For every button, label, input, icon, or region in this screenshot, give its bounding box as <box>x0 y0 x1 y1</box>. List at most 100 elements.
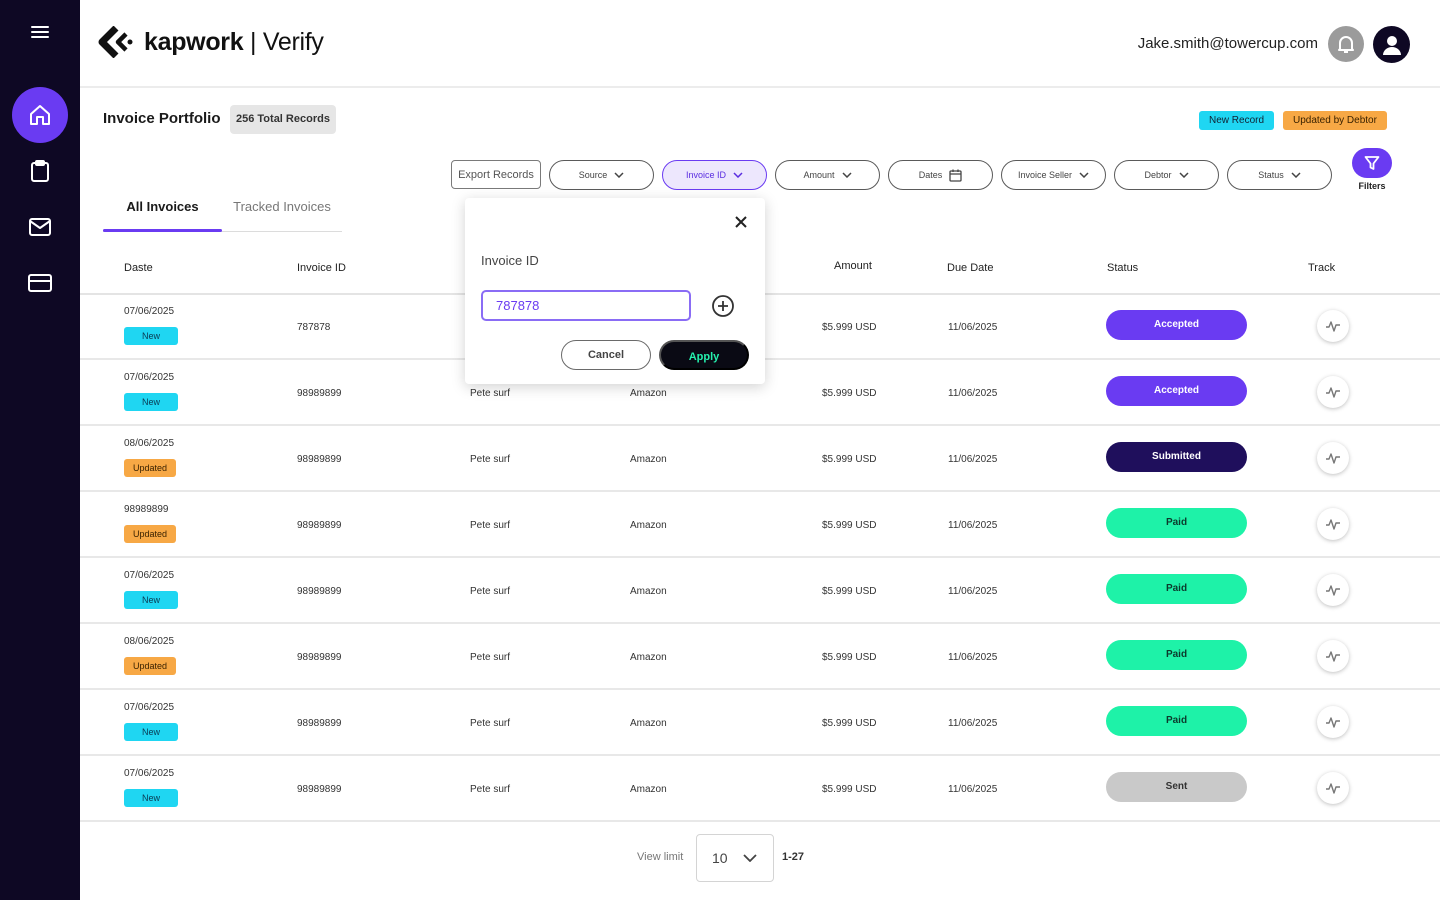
cell-invoice-id: 98989899 <box>297 652 342 663</box>
status-badge: Paid <box>1106 640 1247 670</box>
table-row[interactable]: 98989899 Updated 98989899 Pete surf Amazon $5… <box>80 492 1440 558</box>
status-badge: Accepted <box>1106 310 1247 340</box>
chevron-down-icon <box>1079 172 1089 178</box>
filter-source[interactable]: Source <box>549 160 654 190</box>
column-header-invoice-id[interactable]: Invoice ID <box>297 262 346 274</box>
activity-icon <box>1326 651 1340 662</box>
activity-icon <box>1326 717 1340 728</box>
chevron-down-icon <box>841 172 852 178</box>
cell-seller: Pete surf <box>470 388 511 399</box>
filter-label: Source <box>578 170 608 180</box>
chevron-down-icon <box>1178 172 1189 178</box>
cell-seller: Pete surf <box>470 454 511 465</box>
cell-invoice-id: 98989899 <box>297 388 342 399</box>
home-icon <box>12 87 68 143</box>
cell-due-date: 11/06/2025 <box>948 652 998 663</box>
cancel-button[interactable]: Cancel <box>561 340 651 370</box>
menu-icon[interactable] <box>0 20 80 44</box>
cell-debtor: Amazon <box>630 718 667 729</box>
sidebar-item-mail[interactable] <box>0 213 80 241</box>
track-button[interactable] <box>1317 310 1349 342</box>
tab-all-invoices[interactable]: All Invoices <box>126 199 199 214</box>
table-row[interactable]: 08/06/2025 Updated 98989899 Pete surf Amazon… <box>80 624 1440 690</box>
kapwork-logo-icon <box>98 26 133 58</box>
cell-due-date: 11/06/2025 <box>948 520 998 531</box>
chevron-down-icon <box>743 854 757 862</box>
cell-debtor: Amazon <box>630 388 667 399</box>
tab-tracked-invoices[interactable]: Tracked Invoices <box>233 199 331 214</box>
sidebar-item-clipboard[interactable] <box>0 157 80 185</box>
cell-seller: Pete surf <box>470 784 511 795</box>
filter-label: Debtor <box>1144 170 1172 180</box>
track-button[interactable] <box>1317 640 1349 672</box>
cell-seller: Pete surf <box>470 652 511 663</box>
cell-amount: $5.999 USD <box>822 652 877 663</box>
column-header-date[interactable]: Daste <box>124 262 153 274</box>
column-header-track[interactable]: Track <box>1308 262 1336 274</box>
filters-button[interactable] <box>1352 148 1392 178</box>
activity-icon <box>1326 387 1340 398</box>
cell-due-date: 11/06/2025 <box>948 322 998 333</box>
track-button[interactable] <box>1317 376 1349 408</box>
cell-invoice-id: 98989899 <box>297 718 342 729</box>
view-limit-select[interactable]: 10 <box>696 834 774 882</box>
user-avatar[interactable] <box>1373 26 1410 63</box>
funnel-icon <box>1364 156 1380 170</box>
column-header-amount[interactable]: Amount <box>834 260 872 272</box>
record-tag: New <box>124 723 178 741</box>
cell-debtor: Amazon <box>630 586 667 597</box>
close-icon[interactable] <box>733 214 749 230</box>
filter-invoice-id[interactable]: Invoice ID <box>662 160 767 190</box>
add-invoice-id-button[interactable] <box>710 293 736 319</box>
cell-date: 07/06/2025 <box>124 702 175 713</box>
filter-invoice-seller[interactable]: Invoice Seller <box>1001 160 1106 190</box>
app-logo[interactable]: kapwork | Verify <box>98 26 324 58</box>
apply-button[interactable]: Apply <box>659 340 749 370</box>
status-badge: Accepted <box>1106 376 1247 406</box>
calendar-icon <box>949 169 962 182</box>
track-button[interactable] <box>1317 706 1349 738</box>
record-tag: New <box>124 393 178 411</box>
notifications-button[interactable] <box>1328 26 1364 62</box>
cell-date: 08/06/2025 <box>124 636 175 647</box>
table-row[interactable]: 07/06/2025 New 98989899 Pete surf Amazon $5.9… <box>80 360 1440 426</box>
view-limit-value: 10 <box>712 850 728 866</box>
table-row[interactable]: 08/06/2025 Updated 98989899 Pete surf Amazon… <box>80 426 1440 492</box>
cell-amount: $5.999 USD <box>822 586 877 597</box>
cell-amount: $5.999 USD <box>822 718 877 729</box>
sidebar-item-home[interactable] <box>0 86 80 144</box>
column-header-status[interactable]: Status <box>1107 262 1139 274</box>
activity-icon <box>1326 321 1340 332</box>
top-header: kapwork | Verify Jake.smith@towercup.com <box>80 0 1440 88</box>
pagination-range: 1-27 <box>782 851 805 863</box>
invoice-id-input[interactable] <box>481 290 691 321</box>
status-badge: Paid <box>1106 574 1247 604</box>
track-button[interactable] <box>1317 574 1349 606</box>
user-email: Jake.smith@towercup.com <box>1137 35 1318 52</box>
activity-icon <box>1326 585 1340 596</box>
cell-date: 07/06/2025 <box>124 372 175 383</box>
track-button[interactable] <box>1317 508 1349 540</box>
table-row[interactable]: 07/06/2025 New 98989899 Pete surf Amazon $5.9… <box>80 756 1440 822</box>
activity-icon <box>1326 453 1340 464</box>
filter-status[interactable]: Status <box>1227 160 1332 190</box>
cell-amount: $5.999 USD <box>822 322 877 333</box>
cell-date: 07/06/2025 <box>124 768 175 779</box>
table-row[interactable]: 07/06/2025 New 98989899 Pete surf Amazon $5.9… <box>80 690 1440 756</box>
view-limit-label: View limit <box>637 851 684 863</box>
column-header-due-date[interactable]: Due Date <box>947 262 994 274</box>
table-row[interactable]: 07/06/2025 New 98989899 Pete surf Amazon $5.9… <box>80 558 1440 624</box>
cell-debtor: Amazon <box>630 520 667 531</box>
export-records-button[interactable]: Export Records <box>451 160 541 189</box>
cell-date: 07/06/2025 <box>124 570 175 581</box>
cell-due-date: 11/06/2025 <box>948 718 998 729</box>
sidebar-item-payments[interactable] <box>0 269 80 297</box>
filter-amount[interactable]: Amount <box>775 160 880 190</box>
track-button[interactable] <box>1317 772 1349 804</box>
clipboard-icon <box>31 160 49 182</box>
status-badge: Paid <box>1106 508 1247 538</box>
cell-seller: Pete surf <box>470 586 511 597</box>
filter-dates[interactable]: Dates <box>888 160 993 190</box>
filter-debtor[interactable]: Debtor <box>1114 160 1219 190</box>
track-button[interactable] <box>1317 442 1349 474</box>
